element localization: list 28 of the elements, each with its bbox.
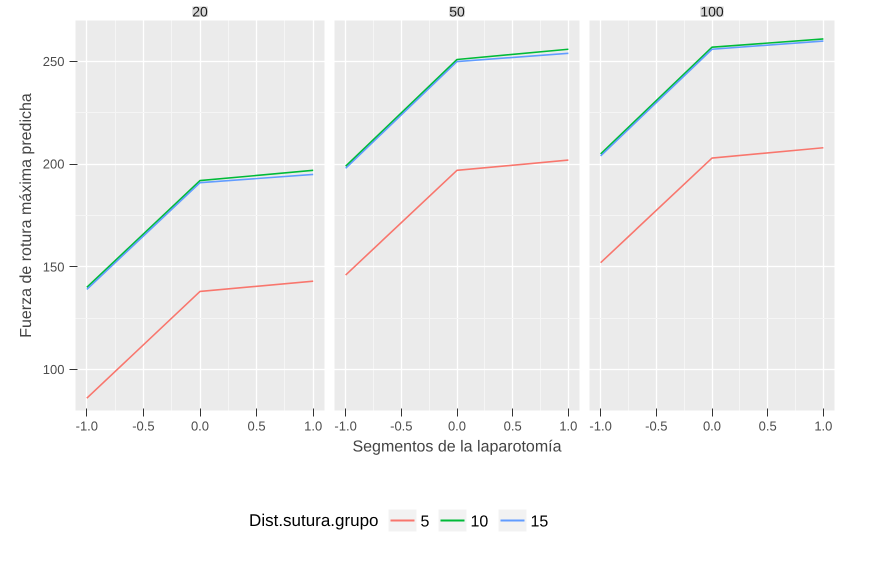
x-tick-label: 1.0 bbox=[304, 418, 322, 434]
x-tick-label: -1.0 bbox=[76, 418, 98, 434]
chart-title: 100 bbox=[700, 4, 724, 20]
y-tick-label: 100 bbox=[42, 362, 65, 377]
chart-title: 20 bbox=[192, 4, 208, 20]
x-tick-label: 0.0 bbox=[448, 418, 466, 434]
y-tick-label: 200 bbox=[42, 156, 65, 172]
x-tick-label: -0.5 bbox=[132, 418, 155, 434]
legend-label: 5 bbox=[420, 514, 430, 530]
chart-title: 50 bbox=[449, 4, 465, 20]
y-axis-title: Fuerza de rotura máxima predicha bbox=[18, 93, 35, 338]
y-tick-label: 250 bbox=[42, 54, 65, 70]
x-tick-label: -0.5 bbox=[645, 418, 668, 434]
x-axis-title: Segmentos de la laparotomía bbox=[352, 438, 562, 456]
x-tick-label: 0.5 bbox=[504, 418, 522, 434]
x-tick-label: 1.0 bbox=[559, 418, 578, 434]
legend-label: 10 bbox=[470, 514, 488, 530]
x-tick-label: -1.0 bbox=[334, 418, 357, 434]
x-tick-label: 0.5 bbox=[758, 418, 777, 434]
legend-label: 15 bbox=[530, 514, 548, 530]
x-tick-label: -1.0 bbox=[589, 418, 612, 434]
x-tick-label: 1.0 bbox=[814, 418, 832, 434]
y-tick-label: 150 bbox=[42, 259, 65, 274]
x-tick-label: -0.5 bbox=[390, 418, 413, 434]
x-tick-label: 0.0 bbox=[702, 418, 722, 434]
legend-title: Dist.sutura.grupo bbox=[249, 511, 378, 530]
x-tick-label: 0.5 bbox=[248, 418, 266, 434]
x-tick-label: 0.0 bbox=[190, 418, 210, 434]
